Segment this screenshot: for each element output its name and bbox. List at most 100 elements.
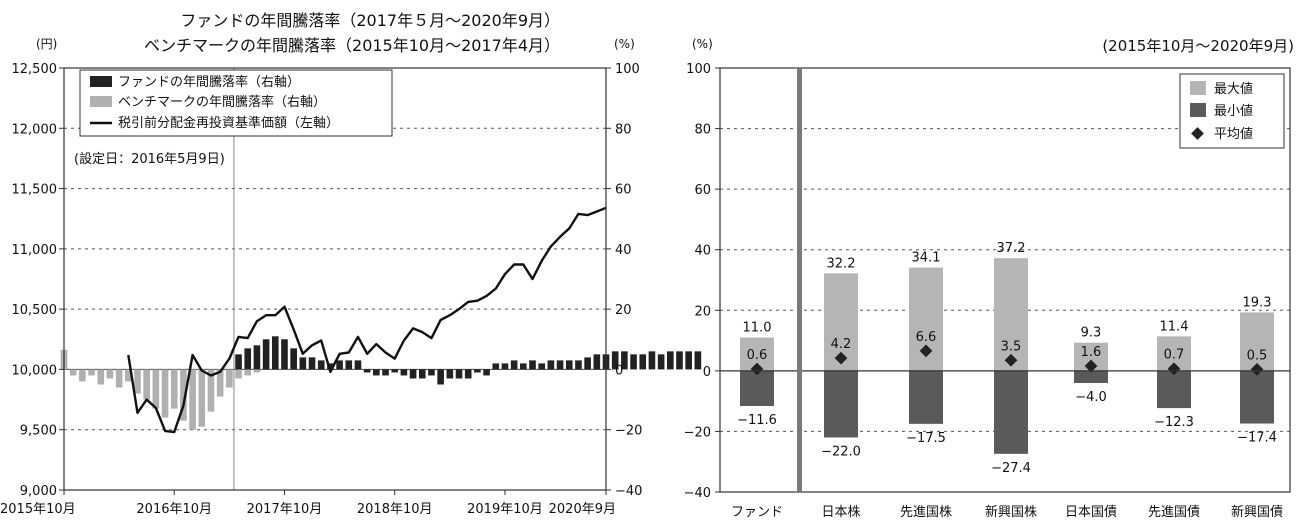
fund-bar — [557, 360, 564, 369]
right-y-tick-label: 60 — [615, 183, 632, 198]
avg-value-label: 3.5 — [1001, 339, 1022, 354]
category-label: ファンド — [731, 505, 783, 520]
min-bar — [994, 371, 1028, 454]
max-value-label: 11.4 — [1160, 319, 1189, 334]
benchmark-bar — [97, 369, 104, 384]
min-value-label: −17.5 — [906, 431, 946, 446]
fund-bar — [538, 363, 545, 369]
fund-bar — [639, 354, 646, 369]
fund-bar — [695, 351, 702, 369]
category-label: 新興国株 — [985, 504, 1037, 520]
right-chart: (%) (2015年10月〜2020年9月) 11.0 −11.6 0.6 ファンド 3… — [684, 37, 1294, 520]
left-y-tick-label: 10,500 — [12, 303, 58, 318]
fund-bar — [566, 360, 573, 369]
fund-bar — [437, 369, 444, 384]
legend-avg-label: 平均値 — [1214, 126, 1253, 142]
right-chart-subtitle: (2015年10月〜2020年9月) — [1102, 37, 1294, 55]
fund-bar — [364, 369, 371, 372]
left-chart-title: ファンドの年間騰落率（2017年５月〜2020年9月） — [180, 11, 560, 30]
y-tick-label: 60 — [694, 183, 711, 198]
max-value-label: 37.2 — [997, 241, 1026, 256]
right-y-tick-label: 100 — [615, 62, 640, 77]
min-bar — [1240, 371, 1274, 424]
right-y-axis-label: (%) — [614, 37, 635, 51]
fund-bar — [254, 345, 261, 369]
right-legend: 最大値 最小値 平均値 — [1180, 74, 1284, 148]
fund-bar — [685, 351, 692, 369]
fund-bar — [676, 351, 683, 369]
y-tick-label: 100 — [686, 62, 711, 77]
fund-bar — [465, 369, 472, 378]
fund-bar — [548, 360, 555, 369]
fund-bar — [575, 360, 582, 369]
min-value-label: −17.4 — [1237, 431, 1277, 446]
benchmark-bar — [143, 369, 150, 399]
legend-max-label: 最大値 — [1214, 81, 1253, 97]
benchmark-bar — [171, 369, 178, 408]
y-tick-label: 0 — [703, 365, 711, 380]
left-y-tick-label: 9,000 — [20, 484, 57, 499]
avg-value-label: 0.6 — [747, 348, 768, 363]
x-tick-label: 2016年10月 — [136, 502, 212, 517]
fund-bar — [410, 369, 417, 378]
left-y-tick-label: 11,000 — [12, 243, 58, 258]
left-y-tick-label: 12,500 — [12, 62, 58, 77]
x-tick-label: 2018年10月 — [357, 502, 433, 517]
min-bar — [740, 371, 774, 406]
fund-divider-bar — [797, 68, 802, 492]
benchmark-bar — [88, 369, 95, 375]
min-bar — [909, 371, 943, 424]
benchmark-bar — [189, 369, 196, 429]
fund-bar — [300, 357, 307, 369]
benchmark-bar — [79, 369, 86, 381]
fund-bar — [419, 369, 426, 378]
fund-bar — [345, 360, 352, 369]
y-tick-label: 20 — [694, 304, 711, 319]
fund-bar — [502, 363, 509, 369]
max-value-label: 19.3 — [1243, 295, 1272, 310]
fund-bar — [355, 360, 362, 369]
min-value-label: −22.0 — [821, 444, 861, 459]
benchmark-bar — [116, 369, 123, 387]
fund-bar — [667, 351, 674, 369]
benchmark-bar — [226, 369, 233, 387]
category-label: 日本国債 — [1065, 505, 1117, 520]
right-y-tick-label: 40 — [615, 243, 632, 258]
right-y-axis-label: (%) — [692, 37, 713, 51]
benchmark-bar — [70, 369, 77, 375]
min-value-label: −27.4 — [991, 461, 1031, 476]
x-tick-label: 2015年10月 — [0, 502, 76, 517]
inception-date-note: (設定日：2016年5月9日) — [74, 151, 225, 167]
fund-bar — [272, 336, 279, 369]
benchmark-bar — [153, 369, 160, 408]
fund-bar — [649, 351, 656, 369]
benchmark-bar — [235, 369, 242, 378]
x-tick-label: 2020年9月 — [549, 502, 616, 517]
max-value-label: 32.2 — [827, 256, 856, 271]
avg-value-label: 6.6 — [916, 330, 937, 345]
right-y-tick-label: 20 — [615, 303, 632, 318]
fund-bar — [401, 369, 408, 375]
legend-fund-swatch — [90, 76, 112, 87]
fund-bar — [373, 369, 380, 375]
fund-bar — [235, 354, 242, 369]
legend-benchmark-label: ベンチマークの年間騰落率（右軸） — [118, 94, 326, 110]
min-value-label: −11.6 — [737, 413, 777, 428]
x-tick-label: 2019年10月 — [467, 502, 543, 517]
avg-value-label: 1.6 — [1081, 345, 1102, 360]
fund-bar — [474, 369, 481, 372]
fund-bar — [391, 369, 398, 372]
left-y-tick-label: 12,000 — [12, 122, 58, 137]
left-chart-subtitle: ベンチマークの年間騰落率（2015年10月〜2017年4月） — [144, 36, 560, 55]
fund-bar — [511, 360, 518, 369]
legend-benchmark-swatch — [90, 96, 112, 107]
y-tick-label: −40 — [684, 486, 711, 501]
avg-value-label: 0.5 — [1247, 348, 1268, 363]
left-y-tick-label: 11,500 — [12, 183, 58, 198]
left-chart: ファンドの年間騰落率（2017年５月〜2020年9月） ベンチマークの年間騰落率… — [0, 11, 701, 517]
legend-nav-label: 税引前分配金再投資基準価額（左軸） — [118, 115, 339, 131]
y-tick-label: 40 — [694, 244, 711, 259]
fund-bar — [630, 354, 637, 369]
fund-bar — [244, 348, 251, 369]
right-y-tick-label: 0 — [615, 363, 623, 378]
